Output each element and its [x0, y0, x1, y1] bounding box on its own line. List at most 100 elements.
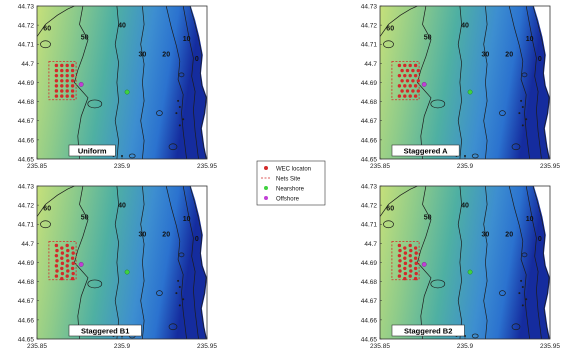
wec-location-11 — [65, 73, 69, 78]
wec-location-8 — [416, 68, 420, 73]
wec-location-21 — [398, 269, 402, 273]
wec-location-11 — [65, 253, 69, 258]
contour-label-50: 50 — [81, 35, 89, 42]
rock-dot-7 — [121, 154, 123, 157]
wec-location-15 — [65, 79, 69, 83]
wec-location-24 — [416, 89, 420, 93]
wec-location-19 — [65, 264, 69, 268]
wec-location-7 — [411, 68, 415, 73]
wec-location-8 — [70, 68, 75, 73]
rock-dot-5 — [178, 124, 181, 127]
rock-dot-1 — [520, 99, 523, 102]
y-tick-label: 44.69 — [18, 80, 35, 87]
wec-location-18 — [60, 266, 64, 271]
legend-label-3: Nearshore — [276, 186, 305, 192]
wec-location-16 — [71, 261, 75, 266]
land-area — [533, 6, 550, 159]
bathymetry-field — [37, 186, 207, 339]
y-tick-label: 44.72 — [18, 23, 35, 30]
wec-location-25 — [397, 274, 402, 278]
contour-line-4 — [140, 6, 145, 159]
contour-label-60: 60 — [386, 25, 394, 32]
rock-dot-3 — [175, 112, 178, 115]
wec-location-27 — [408, 274, 412, 278]
contour-shoal-4 — [178, 252, 185, 258]
x-tick-label: 235.9 — [114, 163, 131, 170]
wec-location-6 — [405, 68, 410, 73]
wec-location-3 — [65, 63, 69, 68]
wec-location-5 — [400, 68, 404, 73]
y-tick-label: 44.67 — [361, 118, 378, 125]
contour-shoal-6 — [128, 153, 136, 159]
wec-location-10 — [60, 256, 64, 260]
x-tick-label: 235.9 — [457, 343, 474, 350]
wec-location-15 — [66, 259, 70, 263]
rock-dot-5 — [178, 304, 181, 307]
x-tick-label: 235.9 — [457, 163, 474, 170]
contour-shoal-6 — [471, 153, 479, 159]
offshore-marker — [78, 82, 84, 87]
contour-label-60: 60 — [43, 25, 51, 32]
contour-label-20: 20 — [505, 231, 513, 238]
legend: WEC locaton Nets Site Nearshore Offshore — [256, 160, 326, 206]
y-tick-label: 44.69 — [18, 260, 35, 267]
wec-location-12 — [413, 256, 418, 260]
y-tick-label: 44.68 — [18, 99, 35, 106]
contour-label-40: 40 — [461, 22, 469, 29]
wec-location-22 — [60, 271, 65, 276]
wec-location-26 — [403, 94, 407, 98]
contour-label-10: 10 — [526, 36, 534, 43]
y-tick-label: 44.73 — [18, 3, 35, 10]
wec-location-14 — [405, 79, 410, 83]
map-panels: 60 50 40 30 20 10 0 Uniform 44.65 44.66 44.67 44.68… — [18, 3, 561, 350]
wec-location-14 — [60, 261, 65, 266]
contour-shoal-5 — [511, 323, 521, 331]
wec-location-22 — [60, 89, 64, 93]
y-tick-label: 44.66 — [361, 137, 378, 144]
rock-dot-5 — [521, 304, 524, 307]
contour-line-3 — [457, 186, 462, 339]
nearshore-marker — [124, 89, 130, 95]
contour-line-5 — [165, 6, 187, 159]
wec-location-23 — [409, 269, 413, 273]
wec-location-4 — [413, 63, 418, 68]
legend-symbol-1 — [264, 166, 268, 170]
wec-location-8 — [414, 251, 418, 255]
wec-location-26 — [403, 276, 407, 281]
wec-location-10 — [403, 256, 407, 260]
offshore-marker — [421, 82, 427, 87]
contour-line-1 — [380, 186, 418, 217]
nets-site-box — [48, 241, 77, 281]
rock-dot-4 — [525, 298, 528, 301]
contour-shoal-2 — [87, 279, 103, 289]
contour-label-40: 40 — [118, 202, 126, 209]
panel-title-box — [68, 144, 116, 157]
rock-dot-7 — [464, 154, 466, 157]
contour-shoal-4 — [521, 72, 528, 78]
wec-location-6 — [60, 68, 64, 73]
rock-dot-2 — [178, 105, 181, 108]
rock-dot-1 — [177, 99, 180, 102]
wec-location-20 — [70, 266, 75, 271]
wec-location-9 — [54, 73, 59, 78]
y-tick-label: 44.7 — [364, 241, 377, 248]
legend-symbol-4 — [264, 196, 268, 200]
contour-shoal-5 — [168, 323, 178, 331]
rock-dot-2 — [178, 285, 181, 288]
wec-location-15 — [411, 79, 415, 83]
wec-location-7 — [66, 248, 70, 253]
contour-shoal-5 — [168, 143, 178, 151]
y-tick-label: 44.72 — [18, 203, 35, 210]
wec-location-18 — [60, 84, 64, 88]
panel-title-box — [68, 324, 142, 337]
contour-label-0: 0 — [195, 236, 199, 243]
rock-dot-1 — [177, 279, 180, 282]
wec-location-16 — [414, 261, 418, 266]
contour-shoal-6 — [471, 333, 479, 339]
wec-location-14 — [60, 79, 64, 83]
wec-location-9 — [54, 253, 59, 258]
wec-location-1 — [397, 63, 402, 68]
wec-location-28 — [413, 94, 418, 98]
y-tick-label: 44.68 — [18, 279, 35, 286]
wec-location-9 — [397, 73, 402, 78]
